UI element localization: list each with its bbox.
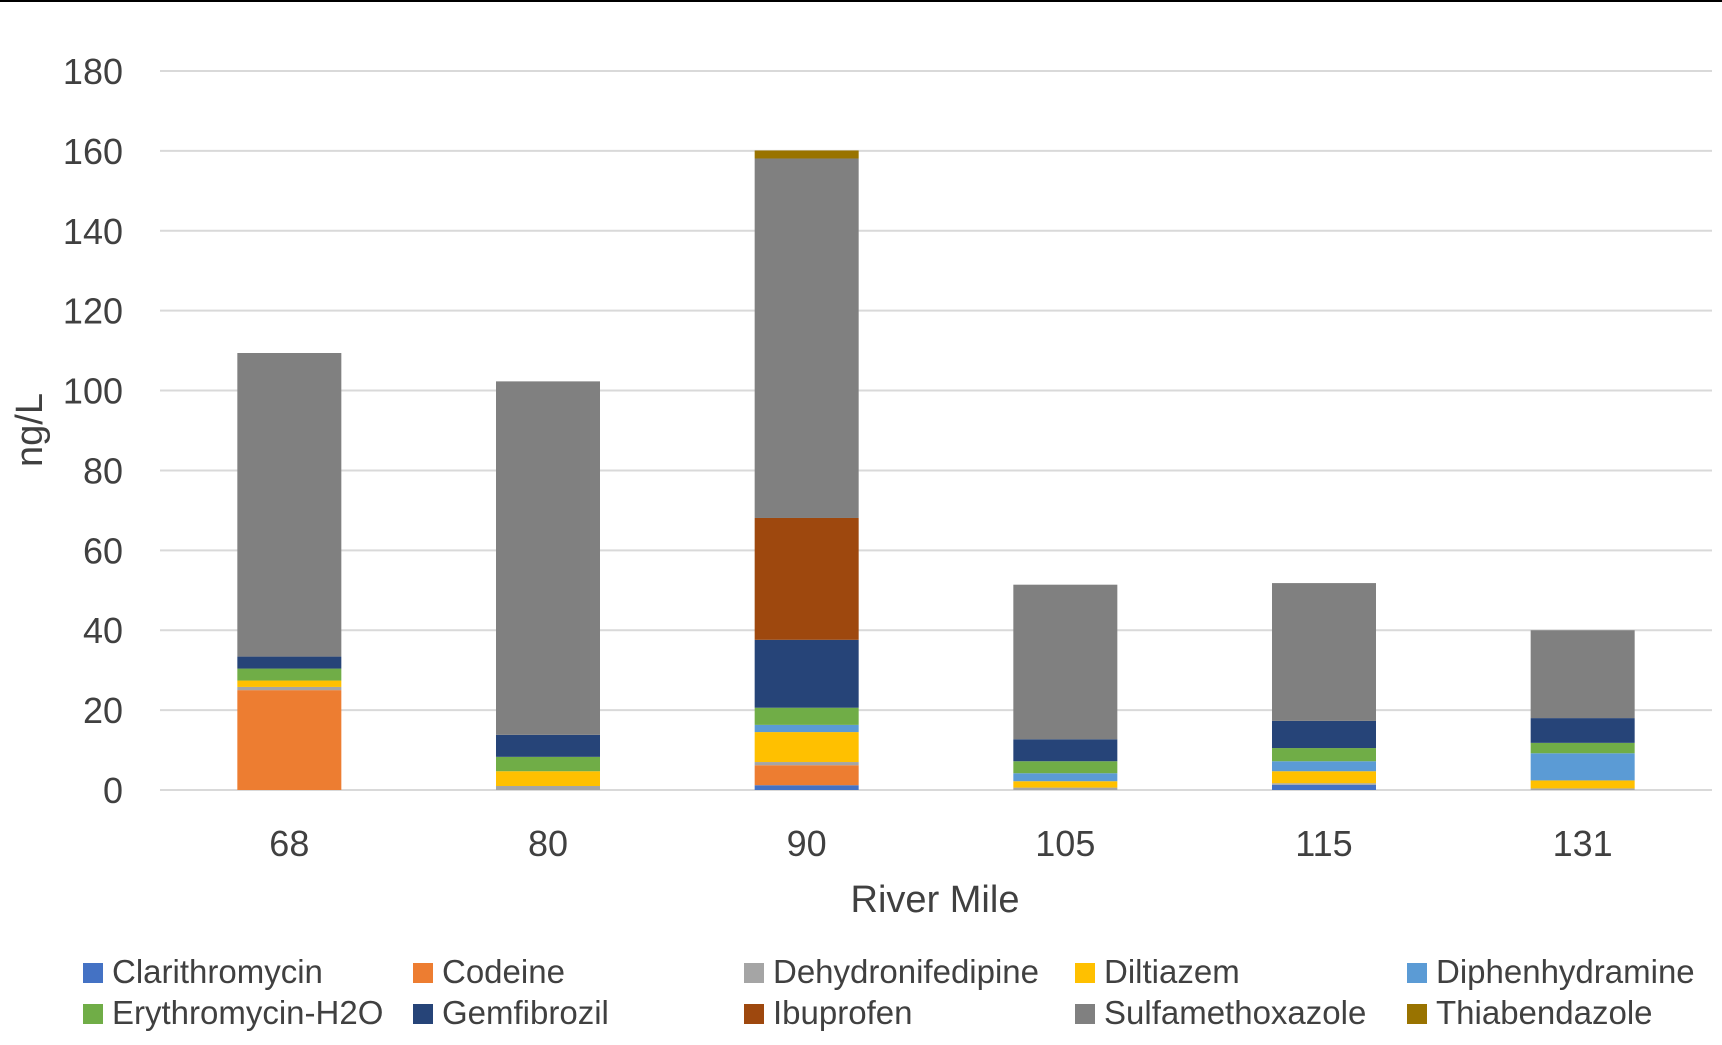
bar-segment <box>1013 787 1118 790</box>
bar-segment <box>754 785 859 790</box>
bar-segment <box>754 639 859 708</box>
x-axis-title: River Mile <box>851 879 1020 921</box>
legend-label: Codeine <box>442 953 565 990</box>
x-tick-label: 131 <box>1553 823 1613 864</box>
bar-segment <box>1530 753 1635 781</box>
legend-swatch <box>83 1004 103 1024</box>
bar-segment <box>754 150 859 159</box>
legend-label: Sulfamethoxazole <box>1104 994 1366 1031</box>
legend-label: Thiabendazole <box>1436 994 1653 1031</box>
legend-swatch <box>413 963 433 983</box>
bar-segment <box>1013 781 1118 788</box>
y-tick-label: 180 <box>63 51 123 92</box>
legend-label: Clarithromycin <box>112 953 323 990</box>
x-tick-label: 105 <box>1035 823 1095 864</box>
bar-segment <box>754 765 859 786</box>
gridlines <box>160 70 1712 791</box>
bar-segment <box>237 353 342 657</box>
top-border-line <box>0 0 1722 2</box>
y-tick-label: 160 <box>63 131 123 172</box>
y-tick-label: 120 <box>63 291 123 332</box>
bar-segment <box>496 381 600 735</box>
x-tick-label: 68 <box>269 823 309 864</box>
bar-segment <box>237 686 342 691</box>
legend-swatch <box>1075 1004 1095 1024</box>
bar-segment <box>496 756 600 772</box>
legend-swatch <box>83 963 103 983</box>
bar-segment <box>1272 784 1376 790</box>
bar-segment <box>1013 761 1118 774</box>
bar-segment <box>496 786 600 790</box>
bar-segment <box>1013 773 1118 782</box>
legend-label: Diltiazem <box>1104 953 1240 990</box>
bar-segment <box>754 732 859 763</box>
bar-segment <box>754 762 859 766</box>
bar-segment <box>237 680 342 687</box>
legend-label: Dehydronifedipine <box>773 953 1039 990</box>
bar-segment <box>754 517 859 640</box>
legend-label: Ibuprofen <box>773 994 912 1031</box>
legend-label: Gemfibrozil <box>442 994 609 1031</box>
y-tick-label: 140 <box>63 211 123 252</box>
bar-segment <box>1272 783 1376 785</box>
bars <box>237 150 1635 790</box>
bar-segment <box>754 707 859 725</box>
bar-segment <box>1530 742 1635 754</box>
legend-swatch <box>413 1004 433 1024</box>
bar-segment <box>1530 780 1635 789</box>
legend-label: Erythromycin-H2O <box>112 994 383 1031</box>
legend-swatch <box>1075 963 1095 983</box>
y-tick-label: 0 <box>103 770 123 811</box>
legend-swatch <box>1407 1004 1427 1024</box>
bar-segment <box>1272 771 1376 784</box>
y-tick-label: 100 <box>63 371 123 412</box>
bar-segment <box>1530 788 1635 790</box>
bar-segment <box>1272 720 1376 749</box>
bar-segment <box>754 158 859 518</box>
bar-segment <box>1013 584 1118 740</box>
x-tick-label: 115 <box>1295 823 1352 864</box>
bar-segment <box>754 724 859 733</box>
legend-label: Diphenhydramine <box>1436 953 1695 990</box>
y-tick-label: 20 <box>83 690 123 731</box>
bar-segment <box>1013 739 1118 762</box>
bar-segment <box>1530 718 1635 743</box>
x-axis-ticks: 68 80 90 105 115 131 <box>269 823 1612 864</box>
bar-segment <box>1272 761 1376 772</box>
y-axis-ticks: 0 20 40 60 80 100 120 140 160 180 <box>63 51 123 811</box>
bar-segment <box>1272 748 1376 762</box>
bar-segment <box>1272 583 1376 721</box>
y-tick-label: 60 <box>83 530 123 571</box>
legend-swatch <box>744 1004 764 1024</box>
bar-segment <box>237 668 342 681</box>
y-axis-title: ng/L <box>9 393 51 467</box>
x-tick-label: 80 <box>528 823 568 864</box>
legend: Clarithromycin Codeine Dehydronifedipine Di… <box>83 953 1695 1031</box>
y-tick-label: 80 <box>83 450 123 491</box>
bar-segment <box>237 690 342 790</box>
legend-swatch <box>1407 963 1427 983</box>
bar-segment <box>237 656 342 669</box>
legend-swatch <box>744 963 764 983</box>
x-tick-label: 90 <box>787 823 827 864</box>
bar-segment <box>496 771 600 787</box>
bar-segment <box>1530 630 1635 719</box>
y-tick-label: 40 <box>83 610 123 651</box>
bar-segment <box>496 734 600 757</box>
